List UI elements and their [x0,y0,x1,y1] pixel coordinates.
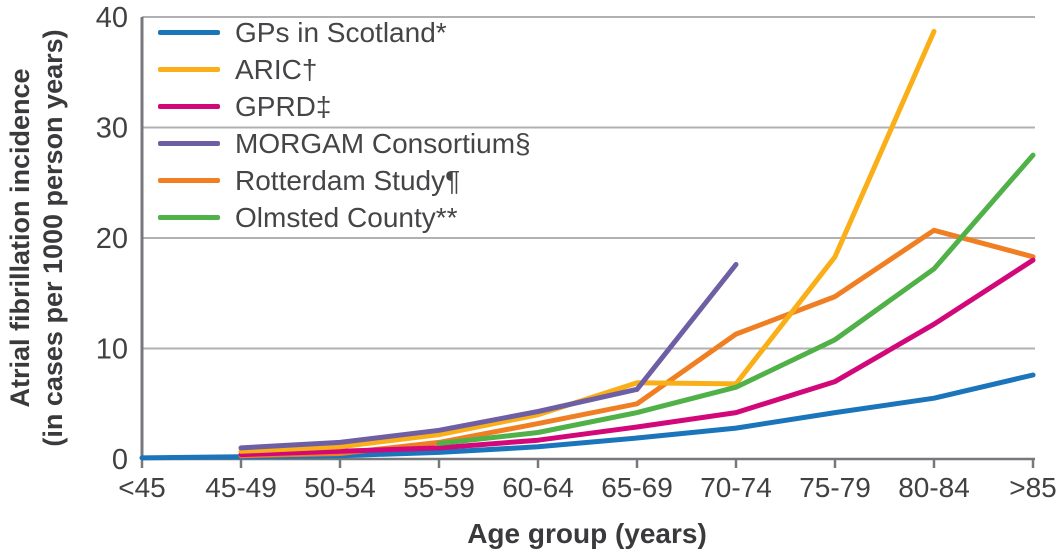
legend: GPs in Scotland* ARIC† GPRD‡ MORGAM Consort… [158,14,531,236]
legend-swatch-rotterdam-study [158,178,220,183]
legend-item-rotterdam-study: Rotterdam Study¶ [158,162,531,199]
y-axis-title-line2: (in cases per 1000 person years) [38,29,68,447]
y-axis-title-line1: Atrial fibrillation incidence [5,68,35,408]
y-tick-label: 40 [96,2,128,34]
x-tick-label: <45 [118,472,166,503]
series-line-morgam-consortium [238,262,739,451]
legend-label: ARIC† [235,53,318,85]
x-tick-label: 75-79 [799,472,871,503]
legend-item-olmsted-county: Olmsted County** [158,199,531,236]
y-tick-label: 10 [96,334,128,366]
y-tick-label: 0 [112,444,128,476]
legend-label: GPs in Scotland* [235,16,447,48]
legend-swatch-gps-in-scotland [158,30,220,35]
series-line-gprd [238,257,1036,458]
y-tick-label: 20 [96,223,128,255]
legend-label: Olmsted County** [235,201,458,233]
x-tick-label: 80-84 [898,472,970,503]
legend-item-gprd: GPRD‡ [158,88,531,125]
legend-label: MORGAM Consortium§ [235,127,531,159]
x-tick-label: 70-74 [700,472,772,503]
series-line-olmsted-county [436,152,1036,446]
x-tick-label: >85 [1009,472,1057,503]
x-axis-title: Age group (years) [467,518,707,549]
legend-swatch-morgam-consortium [158,141,220,146]
legend-item-morgam-consortium: MORGAM Consortium§ [158,125,531,162]
y-axis-title: Atrial fibrillation incidence (in cases … [4,29,70,446]
legend-swatch-gprd [158,104,220,109]
legend-label: GPRD‡ [235,90,332,122]
legend-label: Rotterdam Study¶ [235,164,461,196]
legend-item-aric: ARIC† [158,51,531,88]
legend-swatch-aric [158,67,220,72]
x-tick-label: 50-54 [304,472,376,503]
x-tick-label: 60-64 [502,472,574,503]
x-tick-label: 65-69 [601,472,673,503]
legend-swatch-olmsted-county [158,215,220,220]
legend-item-gps-in-scotland: GPs in Scotland* [158,14,531,51]
x-tick-label: 55-59 [403,472,475,503]
x-tick-label: 45-49 [205,472,277,503]
y-tick-label: 30 [96,113,128,145]
series-line-rotterdam-study [238,227,1036,459]
